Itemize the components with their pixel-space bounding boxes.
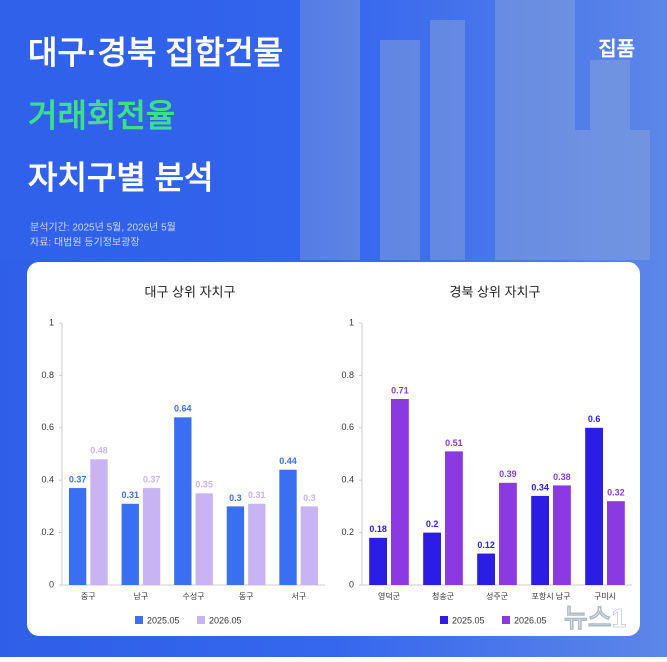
bar [300,506,319,585]
legend-label: 2025.05 [147,615,180,625]
bar [174,417,192,585]
bar [142,488,161,585]
title-highlight: 거래회전율 [28,97,175,133]
bar [391,398,409,585]
value-label: 0.18 [369,524,387,534]
bar [499,482,517,585]
value-label: 0.37 [69,474,87,484]
bar [279,469,297,585]
x-tick-label: 남구 [134,592,149,601]
watermark: 뉴스1 [564,603,626,633]
bar [90,459,108,585]
brand: 집품 [598,37,635,60]
title: 자치구별 분석 [28,159,214,195]
value-label: 0.44 [279,456,297,466]
bar [195,493,213,585]
bar [553,485,571,585]
legend-swatch [135,616,143,624]
value-label: 0.64 [174,404,192,414]
y-tick-label: 0.8 [341,370,354,380]
y-tick-label: 0 [349,579,354,589]
y-tick-label: 0 [49,579,54,589]
value-label: 0.31 [248,490,266,500]
bar [68,488,87,585]
period: 분석기간: 2025년 5월, 2026년 5월 [30,222,176,234]
value-label: 0.35 [195,480,213,490]
bar [477,553,495,585]
chart-title: 경북 상위 자치구 [450,284,541,299]
value-label: 0.12 [477,540,495,550]
bar [445,451,463,585]
title: 대구·경북 집합건물 [28,34,283,70]
legend-swatch [502,616,510,624]
y-tick-label: 1 [49,317,54,327]
bar [607,501,625,585]
x-tick-label: 서구 [291,592,306,601]
x-tick-label: 동구 [239,592,254,601]
value-label: 0.31 [121,490,139,500]
value-label: 0.39 [499,469,517,479]
value-label: 0.38 [553,472,571,482]
x-tick-label: 수성구 [182,592,204,601]
y-tick-label: 0.6 [341,422,354,432]
bar [121,503,139,585]
y-tick-label: 1 [349,317,354,327]
chart-title: 대구 상위 자치구 [145,284,236,299]
value-label: 0.71 [391,385,409,395]
x-tick-label: 청송군 [432,592,454,601]
y-tick-label: 0.2 [41,527,54,537]
legend-label: 2026.05 [209,615,242,625]
bar [423,532,441,585]
value-label: 0.2 [426,519,439,529]
bar [531,495,549,585]
value-label: 0.6 [588,414,601,424]
y-tick-label: 0.4 [341,475,354,485]
value-label: 0.48 [90,446,108,456]
bar [585,427,603,585]
x-tick-label: 구미시 [594,592,616,601]
source: 자료: 대법원 등기정보광장 [30,237,140,249]
bar [369,537,387,585]
y-tick-label: 0.4 [41,475,54,485]
y-tick-label: 0.2 [341,527,354,537]
x-tick-label: 중구 [81,592,96,601]
x-tick-label: 영덕군 [378,591,400,601]
value-label: 0.3 [229,493,242,503]
x-tick-label: 성주군 [486,592,508,601]
value-label: 0.32 [607,488,625,498]
legend-label: 2025.05 [452,615,485,625]
overlay [0,0,667,260]
legend-swatch [440,616,448,624]
value-label: 0.3 [303,493,316,503]
y-tick-label: 0.8 [41,370,54,380]
legend-swatch [197,616,205,624]
value-label: 0.51 [445,438,463,448]
bar [226,506,245,585]
value-label: 0.34 [531,482,549,492]
bar [248,503,266,585]
y-tick-label: 0.6 [41,422,54,432]
x-tick-label: 포항시 남구 [531,592,570,601]
legend-label: 2026.05 [514,615,547,625]
value-label: 0.37 [143,474,161,484]
